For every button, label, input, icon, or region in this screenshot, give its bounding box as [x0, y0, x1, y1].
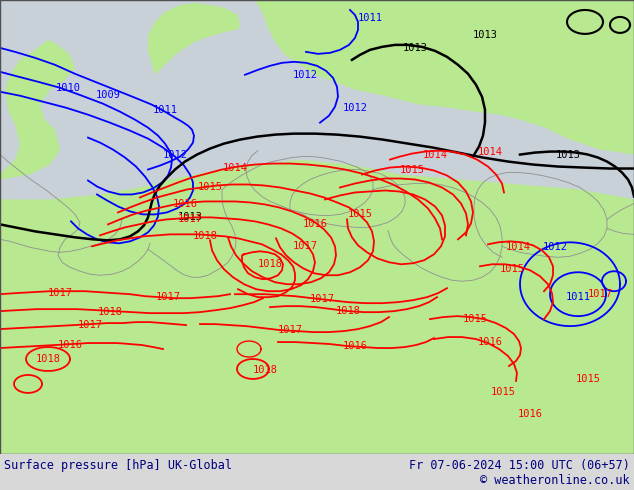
Polygon shape: [0, 0, 75, 179]
Text: 1012: 1012: [342, 103, 368, 113]
Text: 1017: 1017: [77, 320, 103, 330]
Text: 1016: 1016: [477, 337, 503, 347]
Text: 1012: 1012: [162, 149, 188, 160]
Text: 1013: 1013: [472, 30, 498, 40]
Text: 1018: 1018: [36, 354, 60, 364]
Text: 1012: 1012: [292, 70, 318, 80]
Text: 1018: 1018: [335, 306, 361, 316]
Text: 1017: 1017: [309, 294, 335, 304]
Polygon shape: [480, 0, 634, 110]
Text: 1014: 1014: [422, 149, 448, 160]
Text: 1015: 1015: [347, 209, 373, 220]
Text: 1015: 1015: [491, 387, 515, 397]
Text: 1014: 1014: [505, 243, 531, 252]
Text: 1011: 1011: [358, 13, 382, 23]
Text: 1014: 1014: [477, 147, 503, 157]
Text: © weatheronline.co.uk: © weatheronline.co.uk: [481, 474, 630, 488]
Text: 1015: 1015: [462, 314, 488, 324]
Text: 1017: 1017: [292, 241, 318, 251]
Text: 1016: 1016: [172, 199, 198, 209]
Text: 1015: 1015: [576, 374, 600, 384]
Text: 1011: 1011: [566, 292, 590, 302]
Text: 1017: 1017: [588, 289, 612, 299]
Text: 1018: 1018: [193, 231, 217, 242]
Polygon shape: [0, 160, 634, 454]
Text: 1017: 1017: [155, 292, 181, 302]
Text: 1016: 1016: [58, 340, 82, 350]
Text: 1012: 1012: [543, 243, 567, 252]
Text: 1018: 1018: [257, 259, 283, 270]
Text: 1016: 1016: [342, 341, 368, 351]
Text: 1017: 1017: [48, 288, 72, 298]
Text: 1011: 1011: [153, 105, 178, 115]
Text: 1009: 1009: [96, 90, 120, 100]
Text: Surface pressure [hPa] UK-Global: Surface pressure [hPa] UK-Global: [4, 459, 232, 472]
Text: 1013: 1013: [403, 43, 427, 53]
Text: Fr 07-06-2024 15:00 UTC (06+57): Fr 07-06-2024 15:00 UTC (06+57): [409, 459, 630, 472]
Text: 1016: 1016: [517, 409, 543, 419]
Text: 1015: 1015: [500, 264, 524, 274]
Polygon shape: [148, 3, 240, 75]
Text: 1018: 1018: [98, 307, 122, 317]
Text: 1013: 1013: [555, 149, 581, 160]
Text: 1015: 1015: [198, 182, 223, 193]
Text: 1017: 1017: [278, 325, 302, 335]
Text: 1010: 1010: [56, 83, 81, 93]
Text: 1016: 1016: [302, 220, 328, 229]
Text: 1017: 1017: [178, 215, 202, 224]
Text: 1013: 1013: [178, 212, 202, 222]
Text: 1015: 1015: [399, 165, 425, 174]
Text: 1018: 1018: [252, 365, 278, 375]
Polygon shape: [240, 0, 634, 154]
Text: 1014: 1014: [223, 163, 247, 172]
